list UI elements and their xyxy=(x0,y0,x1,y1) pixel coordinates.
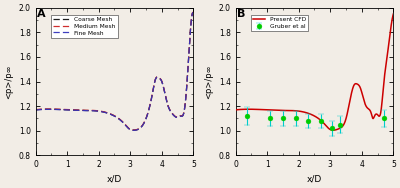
Medium Mesh xyxy=(153,78,158,80)
Medium Mesh xyxy=(190,11,195,14)
Line: Present CFD: Present CFD xyxy=(236,14,393,130)
Coarse Mesh xyxy=(190,11,195,14)
Fine Mesh xyxy=(43,108,48,111)
Fine Mesh xyxy=(125,126,130,128)
Present CFD xyxy=(329,129,334,131)
Y-axis label: <p>/p∞: <p>/p∞ xyxy=(4,64,13,99)
Present CFD xyxy=(233,109,238,111)
Line: Medium Mesh: Medium Mesh xyxy=(36,12,193,130)
Coarse Mesh xyxy=(33,109,38,111)
Coarse Mesh xyxy=(169,112,174,114)
Legend: Coarse Mesh, Medium Mesh, Fine Mesh: Coarse Mesh, Medium Mesh, Fine Mesh xyxy=(51,15,118,38)
Present CFD xyxy=(243,108,248,110)
Text: A: A xyxy=(37,9,46,19)
Fine Mesh xyxy=(33,109,38,111)
X-axis label: x/D: x/D xyxy=(107,175,122,184)
Fine Mesh xyxy=(134,129,139,131)
Fine Mesh xyxy=(191,13,196,15)
Medium Mesh xyxy=(129,129,134,131)
Coarse Mesh xyxy=(191,13,196,15)
Fine Mesh xyxy=(131,129,136,131)
Medium Mesh xyxy=(43,108,48,110)
Medium Mesh xyxy=(169,111,174,114)
Coarse Mesh xyxy=(43,108,48,110)
Present CFD xyxy=(334,129,339,131)
Present CFD xyxy=(369,114,374,116)
X-axis label: x/D: x/D xyxy=(307,175,322,184)
Fine Mesh xyxy=(153,78,158,80)
Medium Mesh xyxy=(131,129,136,131)
Present CFD xyxy=(391,13,396,15)
Coarse Mesh xyxy=(129,129,134,131)
Line: Fine Mesh: Fine Mesh xyxy=(36,13,193,130)
Fine Mesh xyxy=(169,112,174,114)
Fine Mesh xyxy=(129,129,134,131)
Medium Mesh xyxy=(33,108,38,111)
Text: B: B xyxy=(237,9,246,19)
Medium Mesh xyxy=(134,129,139,131)
Coarse Mesh xyxy=(125,126,130,128)
Medium Mesh xyxy=(191,12,196,15)
Medium Mesh xyxy=(125,126,130,128)
Coarse Mesh xyxy=(153,78,158,80)
Legend: Present CFD, Gruber et al: Present CFD, Gruber et al xyxy=(251,15,308,31)
Coarse Mesh xyxy=(131,129,136,131)
Coarse Mesh xyxy=(134,129,139,131)
Y-axis label: <p>/p∞: <p>/p∞ xyxy=(204,64,213,99)
Present CFD xyxy=(330,129,335,131)
Present CFD xyxy=(353,83,358,85)
Line: Coarse Mesh: Coarse Mesh xyxy=(36,13,193,130)
Present CFD xyxy=(325,126,330,128)
Fine Mesh xyxy=(190,12,195,14)
